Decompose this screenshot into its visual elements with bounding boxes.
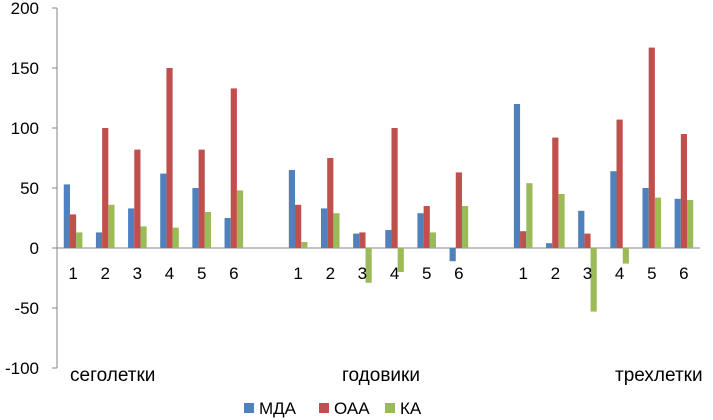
y-tick-label: 50 [20, 179, 39, 198]
bar-МДА-20 [674, 198, 681, 248]
category-label: 2 [326, 264, 335, 283]
bar-МДА-3 [128, 208, 135, 248]
bar-МДА-2 [95, 232, 103, 248]
legend-swatch [244, 403, 254, 413]
bar-МДА-5 [192, 188, 199, 248]
bar-МДА-9 [320, 208, 328, 248]
bar-МДА-10 [353, 233, 360, 248]
bar-ОАА-8 [295, 204, 302, 248]
group-label: трехлетки [615, 365, 703, 386]
category-label: 1 [518, 264, 527, 283]
category-label: 1 [293, 264, 302, 283]
category-label: 6 [229, 264, 238, 283]
bar-МДА-19 [642, 188, 649, 248]
bar-КА-2 [108, 204, 115, 248]
bar-МДА-4 [160, 173, 167, 248]
bar-КА-4 [172, 227, 179, 248]
bar-ОАА-18 [616, 119, 623, 248]
bar-КА-10 [365, 248, 372, 283]
bar-ОАА-16 [552, 137, 559, 248]
legend-label: ОАА [334, 399, 370, 418]
bar-КА-19 [654, 197, 662, 248]
bar-ОАА-10 [359, 232, 366, 248]
category-label: 5 [422, 264, 431, 283]
group-labels: сеголетки годовики трехлетки [70, 365, 703, 386]
bar-МДА-8 [288, 170, 296, 248]
y-tick-label: -100 [5, 359, 39, 378]
category-label: 3 [583, 264, 592, 283]
bar-ОАА-4 [166, 68, 173, 248]
bar-КА-20 [687, 200, 694, 248]
bar-МДА-16 [546, 243, 553, 248]
category-label: 4 [390, 264, 399, 283]
legend-label: МДА [259, 399, 297, 418]
bar-ОАА-5 [198, 149, 205, 248]
bar-ОАА-13 [455, 172, 462, 248]
bar-МДА-18 [610, 171, 617, 248]
bar-МДА-15 [513, 104, 521, 248]
bar-ОАА-12 [423, 206, 430, 248]
group-label: годовики [342, 365, 420, 386]
category-label: 5 [647, 264, 656, 283]
y-axis: -100 -50 0 50 100 150 200 [5, 0, 700, 378]
bar-ОАА-9 [327, 158, 334, 248]
bar-ОАА-20 [680, 134, 688, 248]
bar-КА-11 [397, 248, 404, 272]
y-tick-label: 100 [11, 119, 39, 138]
category-label: 3 [358, 264, 367, 283]
category-label: 6 [679, 264, 688, 283]
category-label: 1 [68, 264, 77, 283]
bar-КА-13 [461, 206, 469, 248]
bar-КА-3 [140, 226, 147, 248]
group-label: сеголетки [70, 365, 155, 386]
bars [63, 47, 694, 312]
bar-КА-15 [526, 183, 533, 248]
bar-КА-1 [76, 232, 83, 248]
y-tick-label: 150 [11, 59, 39, 78]
bar-МДА-11 [385, 230, 392, 248]
y-tick-label: -50 [14, 299, 39, 318]
bar-КА-18 [622, 248, 629, 264]
bar-КА-5 [204, 212, 211, 248]
bar-ОАА-19 [648, 47, 655, 248]
bar-МДА-1 [63, 184, 70, 248]
category-label: 6 [454, 264, 463, 283]
legend-swatch [385, 403, 395, 413]
bar-КА-8 [301, 242, 308, 248]
bar-ОАА-1 [69, 214, 77, 248]
y-tick-label: 200 [11, 0, 39, 18]
bar-МДА-17 [578, 210, 585, 248]
legend-swatch [319, 403, 329, 413]
bar-ОАА-11 [391, 128, 398, 248]
y-tick-label: 0 [30, 239, 39, 258]
bar-ОАА-17 [584, 233, 591, 248]
bar-ОАА-15 [520, 231, 527, 248]
bar-МДА-6 [224, 218, 231, 248]
bar-ОАА-3 [134, 149, 141, 248]
legend: МДА ОАА КА [244, 399, 422, 418]
category-label: 4 [615, 264, 624, 283]
bar-КА-12 [429, 232, 437, 248]
category-label: 4 [165, 264, 174, 283]
category-labels: 1 2 3 4 5 6 1 2 3 4 5 6 1 2 3 4 5 6 [68, 264, 688, 283]
category-label: 2 [100, 264, 109, 283]
bar-КА-17 [590, 248, 597, 312]
legend-label: КА [400, 399, 422, 418]
category-label: 3 [133, 264, 142, 283]
category-label: 2 [551, 264, 560, 283]
bar-КА-16 [558, 194, 565, 248]
bar-ОАА-6 [230, 88, 237, 249]
bar-КА-6 [236, 190, 244, 248]
bar-МДА-12 [417, 213, 424, 248]
bar-МДА-13 [449, 248, 456, 262]
category-label: 5 [197, 264, 206, 283]
bar-КА-9 [333, 213, 340, 248]
bar-ОАА-2 [102, 128, 109, 248]
